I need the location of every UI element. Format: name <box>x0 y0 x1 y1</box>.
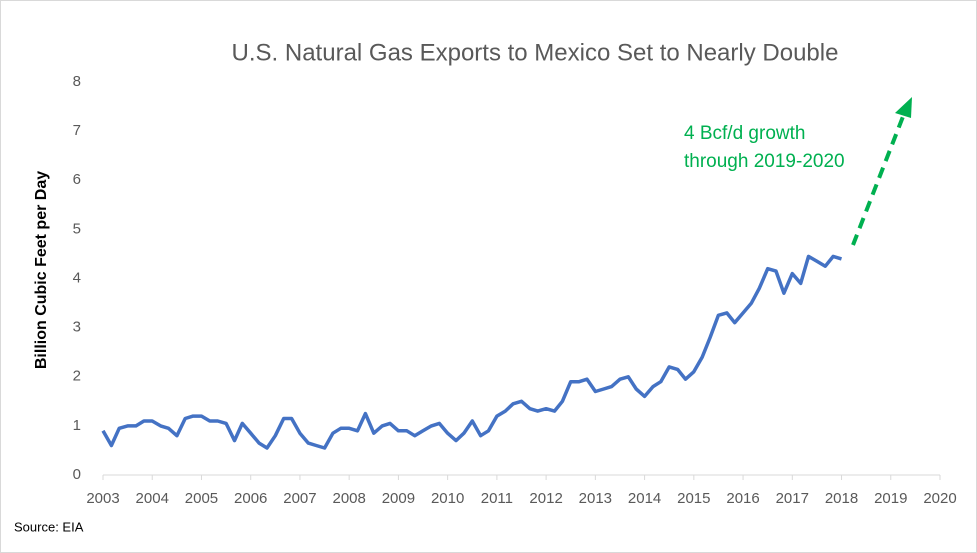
data-line <box>101 254 843 450</box>
x-tick-label: 2013 <box>579 490 612 507</box>
x-tick-label: 2012 <box>529 490 562 507</box>
y-tick-label: 8 <box>73 73 81 90</box>
y-tick-label: 7 <box>73 122 81 139</box>
annotation-line: through 2019-2020 <box>684 151 845 172</box>
y-tick-label: 0 <box>73 466 81 483</box>
x-tick-label: 2010 <box>431 490 464 507</box>
y-tick-label: 2 <box>73 368 81 385</box>
y-tick-label: 1 <box>73 417 81 434</box>
x-tick-label: 2004 <box>136 490 169 507</box>
x-tick-label: 2008 <box>332 490 365 507</box>
x-tick-label: 2005 <box>185 490 218 507</box>
x-tick-label: 2014 <box>628 490 661 507</box>
y-tick-label: 3 <box>73 319 81 336</box>
x-tick-label: 2007 <box>283 490 316 507</box>
x-tick-label: 2003 <box>86 490 119 507</box>
arrow-head <box>895 97 912 118</box>
y-tick-label: 6 <box>73 171 81 188</box>
y-tick-label: 5 <box>73 220 81 237</box>
annotation-line: 4 Bcf/d growth <box>684 123 805 144</box>
x-tick-label: 2018 <box>825 490 858 507</box>
x-tick-label: 2011 <box>481 490 513 507</box>
y-axis-label: Billion Cubic Feet per Day <box>33 171 50 369</box>
chart-title: U.S. Natural Gas Exports to Mexico Set t… <box>232 39 839 66</box>
y-tick-label: 4 <box>73 269 81 286</box>
x-tick-label: 2016 <box>726 490 759 507</box>
source-note: Source: EIA <box>14 519 84 534</box>
x-tick-label: 2009 <box>382 490 415 507</box>
x-tick-label: 2017 <box>776 490 809 507</box>
x-tick-label: 2006 <box>234 490 267 507</box>
x-tick-label: 2015 <box>677 490 710 507</box>
growth-arrow <box>851 113 906 246</box>
x-tick-label: 2019 <box>874 490 907 507</box>
x-tick-label: 2020 <box>923 490 956 507</box>
